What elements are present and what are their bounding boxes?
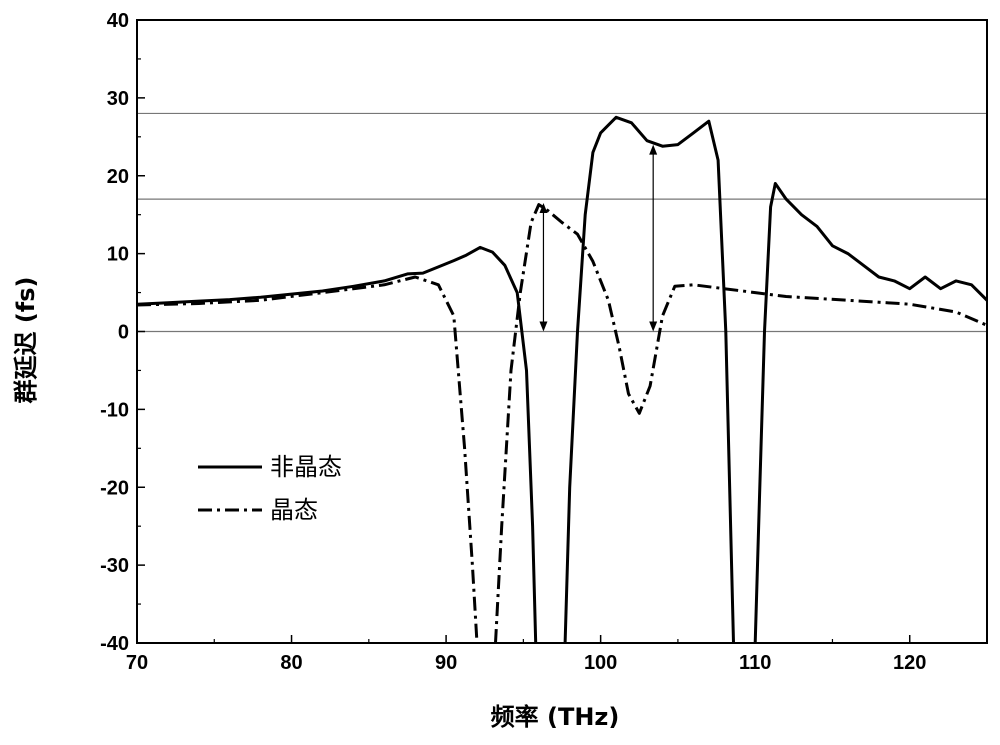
y-tick-label: -10 <box>100 399 129 421</box>
y-tick-label: -30 <box>100 555 129 577</box>
double-arrow <box>649 145 657 332</box>
x-axis-title: 频率 (THz) <box>491 703 620 731</box>
series-line-crystalline <box>496 205 988 643</box>
y-tick-label: 40 <box>107 10 129 32</box>
legend-label-amorphous: 非晶态 <box>270 453 342 481</box>
x-tick-label: 120 <box>893 652 926 674</box>
y-tick-label: -40 <box>100 633 129 655</box>
y-tick-label: 20 <box>107 166 129 188</box>
y-axis-title: 群延迟 (fs) <box>12 276 40 403</box>
y-tick-label: 0 <box>118 322 129 344</box>
legend: 非晶态 晶态 <box>198 453 342 524</box>
series-group <box>137 117 987 643</box>
x-tick-label: 90 <box>435 652 457 674</box>
series-line-amorphous <box>755 184 987 644</box>
series-line-amorphous <box>565 117 733 643</box>
x-tick-label: 70 <box>126 652 148 674</box>
x-tick-label: 80 <box>280 652 302 674</box>
x-tick-label: 110 <box>739 652 771 674</box>
x-tick-label: 100 <box>584 652 617 674</box>
annotation-arrows <box>539 145 657 332</box>
series-line-amorphous <box>137 247 536 643</box>
double-arrow <box>539 203 547 331</box>
y-tick-label: 10 <box>107 244 129 266</box>
y-tick-label: -20 <box>100 477 129 499</box>
legend-label-crystalline: 晶态 <box>270 496 318 524</box>
y-tick-label: 30 <box>107 88 129 110</box>
